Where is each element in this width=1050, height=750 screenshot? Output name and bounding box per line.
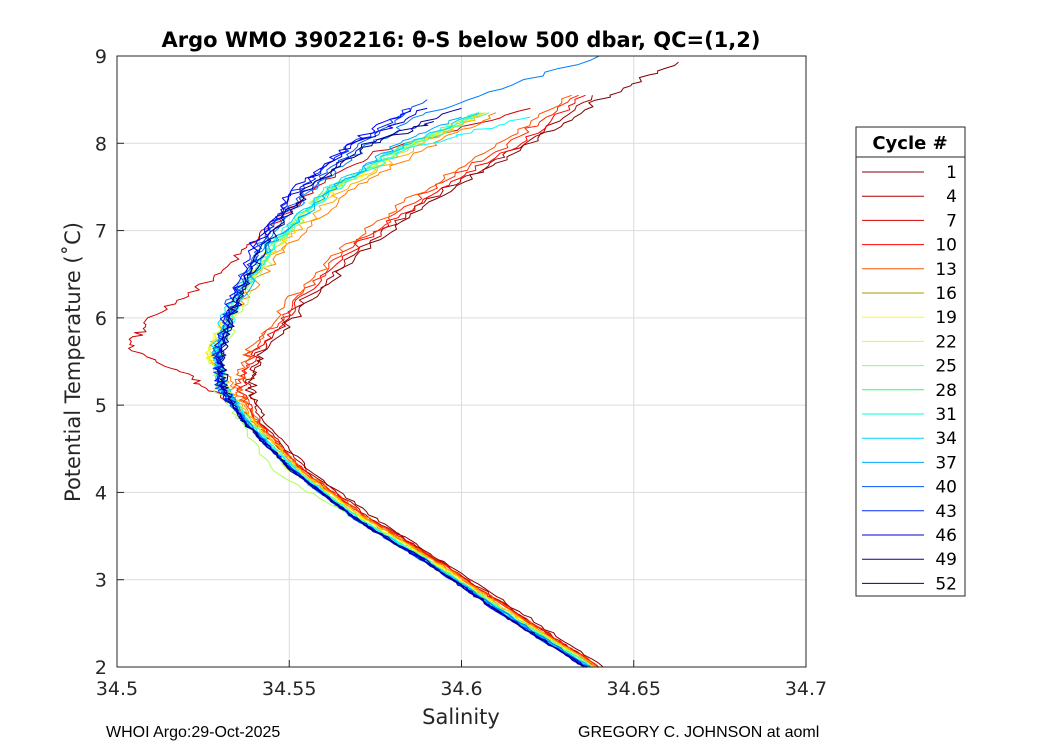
y-axis-label: Potential Temperature (˚C) [61, 222, 85, 502]
x-axis-label: Salinity [422, 705, 500, 729]
y-tick-label: 3 [95, 570, 107, 592]
legend-label: 25 [935, 357, 957, 377]
ticks-group: 34.5 34.55 34.6 34.65 34.7 2 3 4 5 6 7 8 9 [95, 46, 827, 700]
legend-label: 34 [935, 429, 957, 449]
x-tick-label: 34.65 [607, 678, 661, 700]
x-tick-label: 34.7 [785, 678, 827, 700]
y-tick-label: 6 [95, 308, 107, 330]
legend-label: 7 [946, 211, 957, 231]
legend-label: 19 [935, 308, 957, 328]
series-line [216, 107, 584, 668]
legend-label: 10 [935, 236, 957, 256]
legend-entries: 1 4 7 10 13 16 19 22 25 28 31 34 37 40 43 46 49 52 [862, 163, 957, 594]
series-line [244, 95, 599, 668]
x-tick-label: 34.5 [96, 678, 138, 700]
series-line [213, 112, 596, 667]
legend-label: 40 [935, 478, 957, 498]
x-tick-label: 34.6 [440, 678, 482, 700]
series-line [214, 112, 588, 668]
chart-title: Argo WMO 3902216: θ-S below 500 dbar, QC… [162, 28, 761, 52]
legend-label: 31 [935, 405, 957, 425]
legend-label: 46 [935, 526, 957, 546]
x-tick-label: 34.55 [262, 678, 316, 700]
legend-label: 16 [935, 284, 957, 304]
series-group [128, 55, 679, 669]
legend-title: Cycle # [872, 133, 947, 154]
legend-label: 22 [935, 332, 957, 352]
legend-label: 1 [946, 163, 957, 183]
y-tick-label: 4 [95, 482, 107, 504]
y-tick-label: 2 [95, 657, 107, 679]
series-line [217, 121, 589, 668]
y-tick-label: 5 [95, 395, 107, 417]
legend-label: 52 [935, 574, 957, 594]
legend-box [855, 126, 966, 597]
series-line [234, 94, 598, 668]
y-tick-label: 7 [95, 221, 107, 243]
y-tick-label: 9 [95, 46, 107, 68]
series-line [247, 61, 679, 668]
legend-label: 49 [935, 550, 957, 570]
footer-left-text: WHOI Argo:29-Oct-2025 [106, 724, 281, 741]
legend-label: 43 [935, 502, 957, 522]
legend-label: 4 [946, 187, 957, 207]
footer-right-text: GREGORY C. JOHNSON at aoml [578, 724, 820, 741]
y-tick-label: 8 [95, 133, 107, 155]
legend-label: 13 [935, 260, 957, 280]
legend-label: 37 [935, 453, 957, 473]
legend: Cycle # 1 4 7 10 13 16 19 22 25 28 31 34 37 40 43 46 49 5… [855, 126, 966, 597]
legend-label: 28 [935, 381, 957, 401]
